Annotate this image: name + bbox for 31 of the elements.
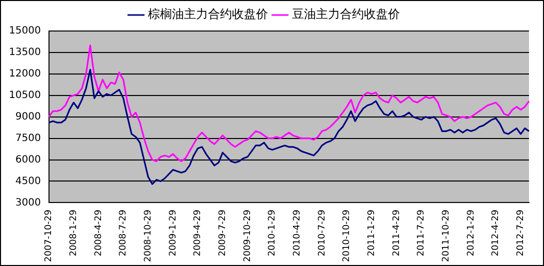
x-tick-label: 2008-4-29 (94, 209, 104, 256)
x-tick-label: 2009-7-29 (218, 209, 228, 256)
x-tick-label: 2008-10-29 (144, 209, 154, 262)
x-tick-label: 2011-4-29 (392, 209, 402, 256)
x-tick-label: 2009-10-29 (242, 209, 253, 262)
x-tick-label: 2009-4-29 (193, 209, 204, 256)
x-tick-label: 2010-7-29 (317, 209, 328, 256)
x-tick-label: 2007-10-29 (44, 209, 54, 262)
legend-label: 豆油主力合约收盘价 (292, 7, 400, 22)
y-tick-label: 13500 (9, 47, 41, 58)
x-tick-label: 2010-1-29 (268, 209, 278, 256)
x-tick-label: 2008-1-29 (68, 209, 79, 256)
x-tick-label: 2008-7-29 (118, 209, 129, 256)
x-tick-label: 2011-7-29 (416, 209, 427, 256)
y-tick-label: 15000 (9, 26, 41, 37)
legend-label: 棕榈油主力合约收盘价 (148, 7, 268, 22)
x-tick-label: 2012-4-29 (491, 209, 502, 256)
y-tick-label: 3000 (15, 197, 41, 208)
y-tick-label: 9000 (15, 111, 41, 122)
x-tick-label: 2011-10-29 (442, 209, 452, 262)
x-tick-label: 2009-1-29 (168, 209, 178, 256)
x-tick-label: 2012-1-29 (466, 209, 476, 256)
y-tick-label: 12000 (9, 68, 41, 80)
x-tick-label: 2010-10-29 (342, 209, 352, 262)
x-tick-label: 2012-7-29 (516, 209, 526, 256)
y-tick-label: 6000 (15, 154, 41, 166)
x-tick-label: 2011-1-29 (367, 209, 378, 256)
x-tick-label: 2010-4-29 (292, 209, 303, 256)
y-tick-label: 10500 (9, 90, 41, 101)
y-tick-label: 4500 (15, 176, 41, 187)
y-tick-label: 7500 (15, 132, 41, 144)
